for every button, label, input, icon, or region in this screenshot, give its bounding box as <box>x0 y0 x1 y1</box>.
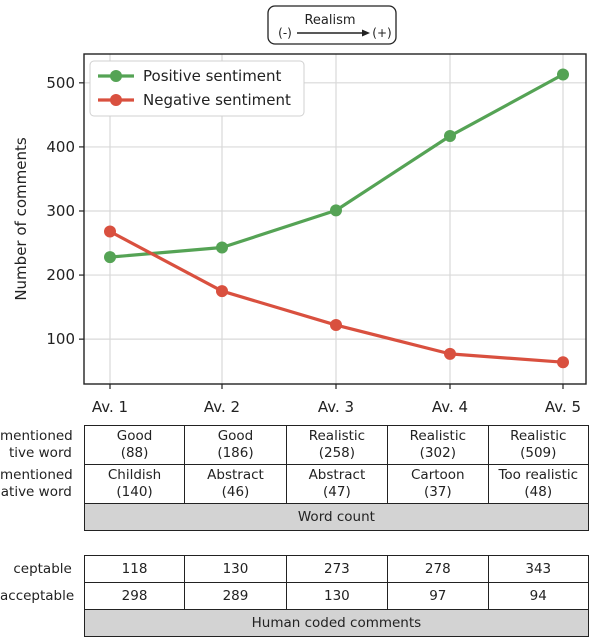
series-layer <box>104 68 569 369</box>
table-cell: 130 <box>285 582 389 610</box>
table-cell: 289 <box>184 582 287 610</box>
row-label: acceptable <box>0 582 85 610</box>
plot-frame <box>83 53 587 385</box>
table-cell: Abstract (47) <box>285 464 389 504</box>
table-cell: 298 <box>83 582 186 610</box>
realism-scale-left: (-) <box>278 26 292 40</box>
legend-marker-positive <box>110 70 122 82</box>
realism-scale: (-) Realism (+) <box>267 5 397 45</box>
x-tick-label: Av. 4 <box>432 398 468 416</box>
table-cell: 273 <box>285 555 389 583</box>
y-tick-label: 200 <box>46 266 75 284</box>
realism-scale-right: (+) <box>372 26 391 40</box>
table-cell: Childish (140) <box>83 464 186 504</box>
x-tick-label: Av. 2 <box>204 398 240 416</box>
table-cell: 130 <box>184 555 287 583</box>
legend-marker-negative <box>110 94 122 106</box>
table-cell: 343 <box>487 555 589 583</box>
table-cell: Too realistic (48) <box>487 464 589 504</box>
table-cell: Realistic (509) <box>487 425 589 465</box>
x-tick-label: Av. 5 <box>545 398 581 416</box>
y-tick-label: 300 <box>46 202 75 220</box>
table-cell: 94 <box>487 582 589 610</box>
legend-label-positive: Positive sentiment <box>143 67 282 85</box>
table-cell: 97 <box>387 582 489 610</box>
negative-sentiment-point <box>216 285 228 298</box>
positive-sentiment-point <box>330 204 342 217</box>
table-row: acceptable 298 289 130 97 94 <box>0 582 589 610</box>
y-tick-label: 400 <box>46 138 75 156</box>
human-coded-caption: Human coded comments <box>83 609 589 637</box>
positive-sentiment-point <box>557 68 569 81</box>
table-cell: Realistic (258) <box>285 425 389 465</box>
axis-layer: 100 200 300 400 500 Av. 1 Av. 2 Av. 3 Av. 4 Av. 5 <box>46 74 581 416</box>
negative-sentiment-point <box>330 319 342 332</box>
table-row: ceptable 118 130 273 278 343 <box>0 555 589 583</box>
y-tick-label: 500 <box>46 74 75 92</box>
negative-sentiment-point <box>104 225 116 238</box>
table-cell: Good (186) <box>184 425 287 465</box>
realism-scale-title: Realism <box>304 13 355 28</box>
positive-sentiment-point <box>444 130 456 143</box>
word-count-table: mentioned tive word Good (88) Good (186) Reali… <box>0 425 589 531</box>
table-cell: Abstract (46) <box>184 464 287 504</box>
x-tick-label: Av. 1 <box>92 398 128 416</box>
positive-sentiment-point <box>104 251 116 264</box>
table-row: mentioned ative word Childish (140) Abstract… <box>0 464 589 504</box>
row-label: ceptable <box>0 555 85 583</box>
sentiment-line-chart: (-) Realism (+) 100 200 300 400 500 Av. 1 Av. … <box>12 5 587 416</box>
table-row: mentioned tive word Good (88) Good (186) Reali… <box>0 425 589 465</box>
row-label: mentioned ative word <box>0 464 85 504</box>
negative-sentiment-point <box>444 347 456 360</box>
caption-row: Word count <box>0 503 589 531</box>
table-cell: 278 <box>387 555 489 583</box>
y-tick-label: 100 <box>46 330 75 348</box>
negative-sentiment-point <box>557 356 569 369</box>
word-count-caption: Word count <box>83 503 589 531</box>
caption-spacer <box>0 504 84 531</box>
human-coded-table: ceptable 118 130 273 278 343 acceptable 298 289 1… <box>0 555 589 637</box>
x-tick-label: Av. 3 <box>318 398 354 416</box>
caption-row: Human coded comments <box>0 609 589 637</box>
realism-scale-arrowhead <box>362 29 370 37</box>
table-cell: Cartoon (37) <box>387 464 489 504</box>
y-axis-label: Number of comments <box>12 137 30 301</box>
table-cell: 118 <box>83 555 186 583</box>
caption-spacer <box>0 610 84 637</box>
positive-sentiment-point <box>216 241 228 254</box>
legend-box <box>89 60 305 117</box>
row-label: mentioned tive word <box>0 425 85 465</box>
legend: Positive sentiment Negative sentiment <box>89 60 305 117</box>
table-cell: Good (88) <box>83 425 186 465</box>
table-cell: Realistic (302) <box>387 425 489 465</box>
legend-label-negative: Negative sentiment <box>143 91 291 109</box>
